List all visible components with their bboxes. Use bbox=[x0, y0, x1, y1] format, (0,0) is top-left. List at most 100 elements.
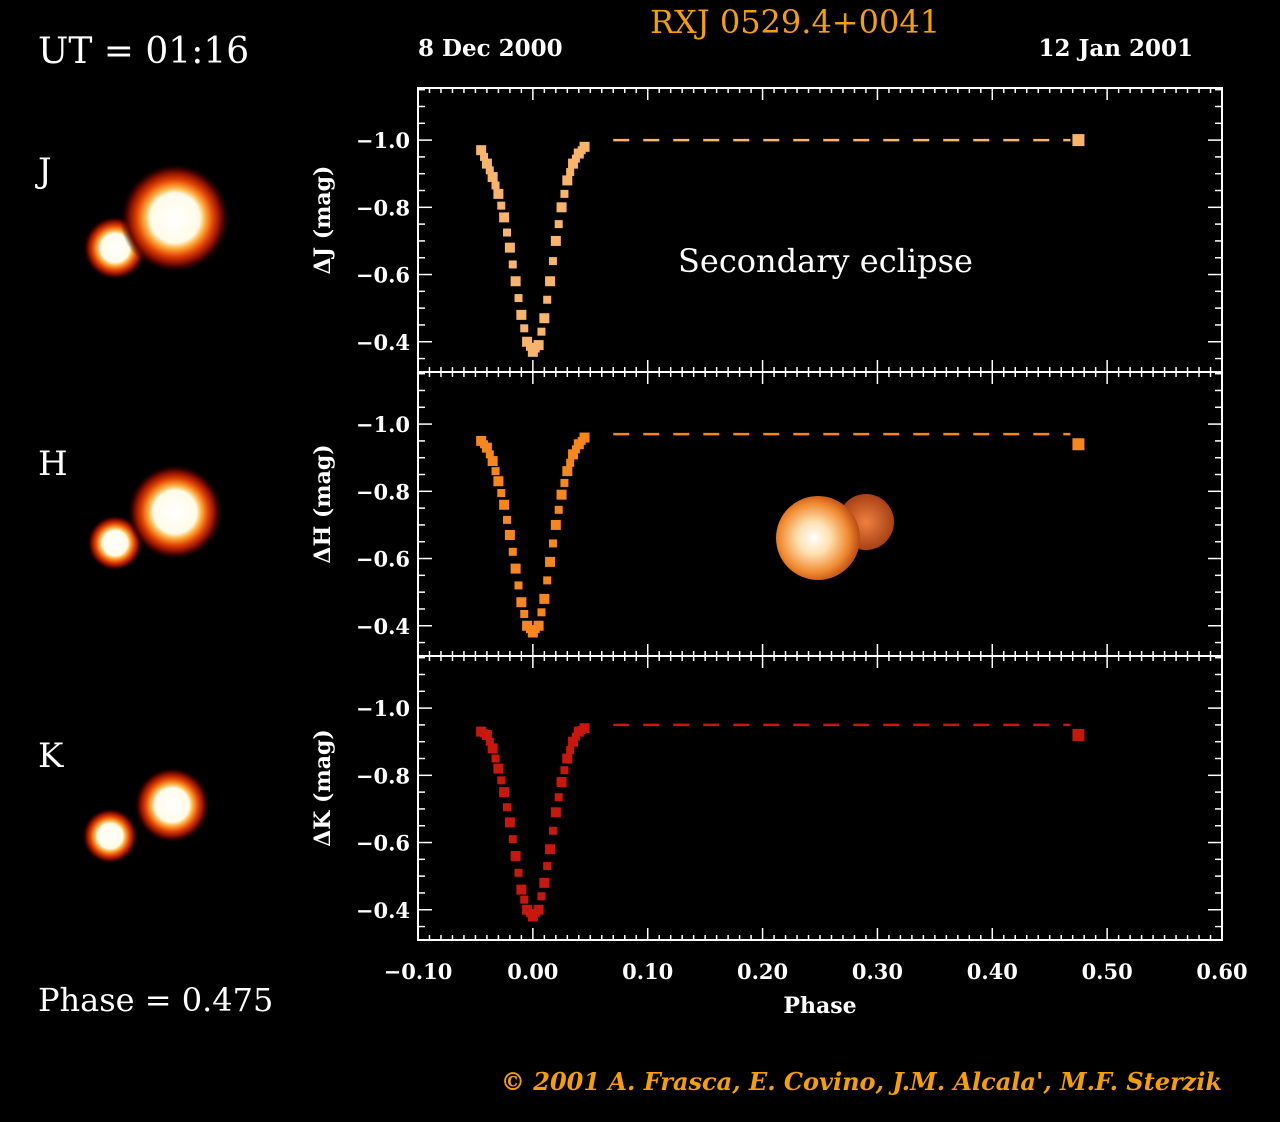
data-point-k bbox=[491, 754, 500, 763]
x-axis-label: Phase bbox=[783, 993, 856, 1019]
x-tick-label: −0.10 bbox=[384, 959, 453, 984]
data-point-j bbox=[545, 276, 556, 287]
data-point-k bbox=[550, 807, 561, 818]
data-point-j bbox=[481, 158, 492, 169]
data-point-j bbox=[556, 202, 567, 213]
data-point-k bbox=[568, 736, 579, 747]
current-phase-point-h bbox=[1072, 438, 1085, 451]
data-point-k bbox=[545, 844, 556, 855]
secondary-eclipse-annotation: Secondary eclipse bbox=[678, 242, 973, 280]
data-point-j bbox=[571, 154, 580, 163]
data-point-k bbox=[571, 732, 580, 741]
data-point-k bbox=[497, 776, 506, 785]
data-point-h bbox=[548, 539, 557, 548]
x-tick-label: 0.20 bbox=[737, 959, 788, 984]
band-label-j: J bbox=[35, 151, 52, 191]
data-point-k bbox=[481, 729, 492, 740]
end-date: 12 Jan 2001 bbox=[1038, 35, 1193, 62]
data-point-k bbox=[579, 723, 590, 734]
data-point-h bbox=[499, 499, 510, 510]
data-point-h bbox=[487, 456, 498, 467]
data-point-j bbox=[516, 309, 527, 320]
data-point-j bbox=[560, 189, 569, 198]
data-point-k bbox=[485, 737, 494, 746]
data-point-j bbox=[543, 295, 552, 304]
data-point-j bbox=[550, 235, 561, 246]
start-date: 8 Dec 2000 bbox=[418, 35, 563, 62]
data-point-j bbox=[525, 342, 534, 351]
data-point-k bbox=[560, 766, 569, 775]
data-point-h bbox=[537, 608, 546, 617]
x-tick-label: 0.50 bbox=[1082, 959, 1133, 984]
data-point-h bbox=[579, 432, 590, 443]
data-point-h bbox=[554, 505, 563, 514]
data-point-h bbox=[497, 488, 506, 497]
data-point-h bbox=[491, 467, 500, 476]
data-point-j bbox=[520, 324, 529, 333]
binary-star-image-j: J bbox=[35, 151, 230, 280]
data-point-h bbox=[516, 597, 527, 608]
data-point-h bbox=[533, 620, 544, 631]
y-tick-label: −0.6 bbox=[356, 263, 410, 288]
data-point-h bbox=[508, 547, 517, 556]
data-point-k bbox=[520, 895, 529, 904]
data-point-h bbox=[556, 489, 567, 500]
data-point-j bbox=[548, 257, 557, 266]
binary-star-image-h: H bbox=[38, 444, 223, 571]
data-point-h bbox=[485, 450, 494, 459]
data-point-j bbox=[522, 336, 533, 347]
binary-star-image-k: K bbox=[38, 736, 210, 864]
y-tick-label: −0.4 bbox=[356, 614, 410, 639]
data-point-h bbox=[481, 442, 492, 453]
data-point-k bbox=[533, 904, 544, 915]
data-point-h bbox=[560, 478, 569, 487]
data-point-k bbox=[562, 753, 573, 764]
data-point-k bbox=[539, 877, 550, 888]
x-tick-label: 0.60 bbox=[1196, 959, 1247, 984]
data-point-k bbox=[504, 817, 515, 828]
data-point-j bbox=[476, 145, 487, 156]
y-tick-label: −0.6 bbox=[356, 831, 410, 856]
data-point-h bbox=[539, 593, 550, 604]
data-point-k bbox=[566, 746, 575, 755]
plot-area: −1.0 −0.8 −0.6 −0.4 ΔJ (mag) −1.0 −0.8 −0.6 −0.4… bbox=[310, 87, 1248, 984]
data-point-j bbox=[480, 152, 489, 161]
current-phase-point-j bbox=[1072, 134, 1085, 147]
data-point-j bbox=[539, 313, 550, 324]
binary-model-illustration bbox=[776, 494, 894, 580]
y-tick-label: −0.8 bbox=[356, 195, 410, 220]
data-point-j bbox=[568, 158, 579, 169]
data-point-j bbox=[503, 228, 512, 237]
data-point-j bbox=[504, 242, 515, 253]
chart-title: RXJ 0529.4+0041 bbox=[650, 3, 940, 41]
data-point-h bbox=[545, 556, 556, 567]
data-point-h bbox=[493, 476, 504, 487]
data-point-j bbox=[510, 276, 521, 287]
x-tick-label: 0.00 bbox=[507, 959, 558, 984]
data-point-h bbox=[566, 458, 575, 467]
data-point-k bbox=[514, 868, 523, 877]
data-point-j bbox=[579, 141, 590, 152]
data-point-h bbox=[504, 530, 515, 541]
data-point-k bbox=[554, 793, 563, 802]
data-point-h bbox=[514, 581, 523, 590]
y-tick-label: −0.4 bbox=[356, 898, 410, 923]
data-point-k bbox=[516, 884, 527, 895]
y-tick-label: −0.4 bbox=[356, 330, 410, 355]
y-tick-label: −0.8 bbox=[356, 479, 410, 504]
y-tick-label: −1.0 bbox=[356, 128, 410, 153]
data-point-h bbox=[571, 445, 580, 454]
data-point-h bbox=[510, 563, 521, 574]
y-tick-label: −0.6 bbox=[356, 547, 410, 572]
data-point-k bbox=[510, 850, 521, 861]
x-tick-label: 0.10 bbox=[622, 959, 673, 984]
data-point-k bbox=[556, 777, 567, 788]
data-point-j bbox=[491, 181, 500, 190]
y-tick-label: −1.0 bbox=[356, 696, 410, 721]
data-point-h bbox=[520, 609, 529, 618]
data-point-h bbox=[503, 515, 512, 524]
y-axis-label-k: ΔK (mag) bbox=[310, 729, 336, 847]
credit-line: © 2001 A. Frasca, E. Covino, J.M. Alcala… bbox=[501, 1067, 1222, 1096]
data-point-k bbox=[503, 803, 512, 812]
